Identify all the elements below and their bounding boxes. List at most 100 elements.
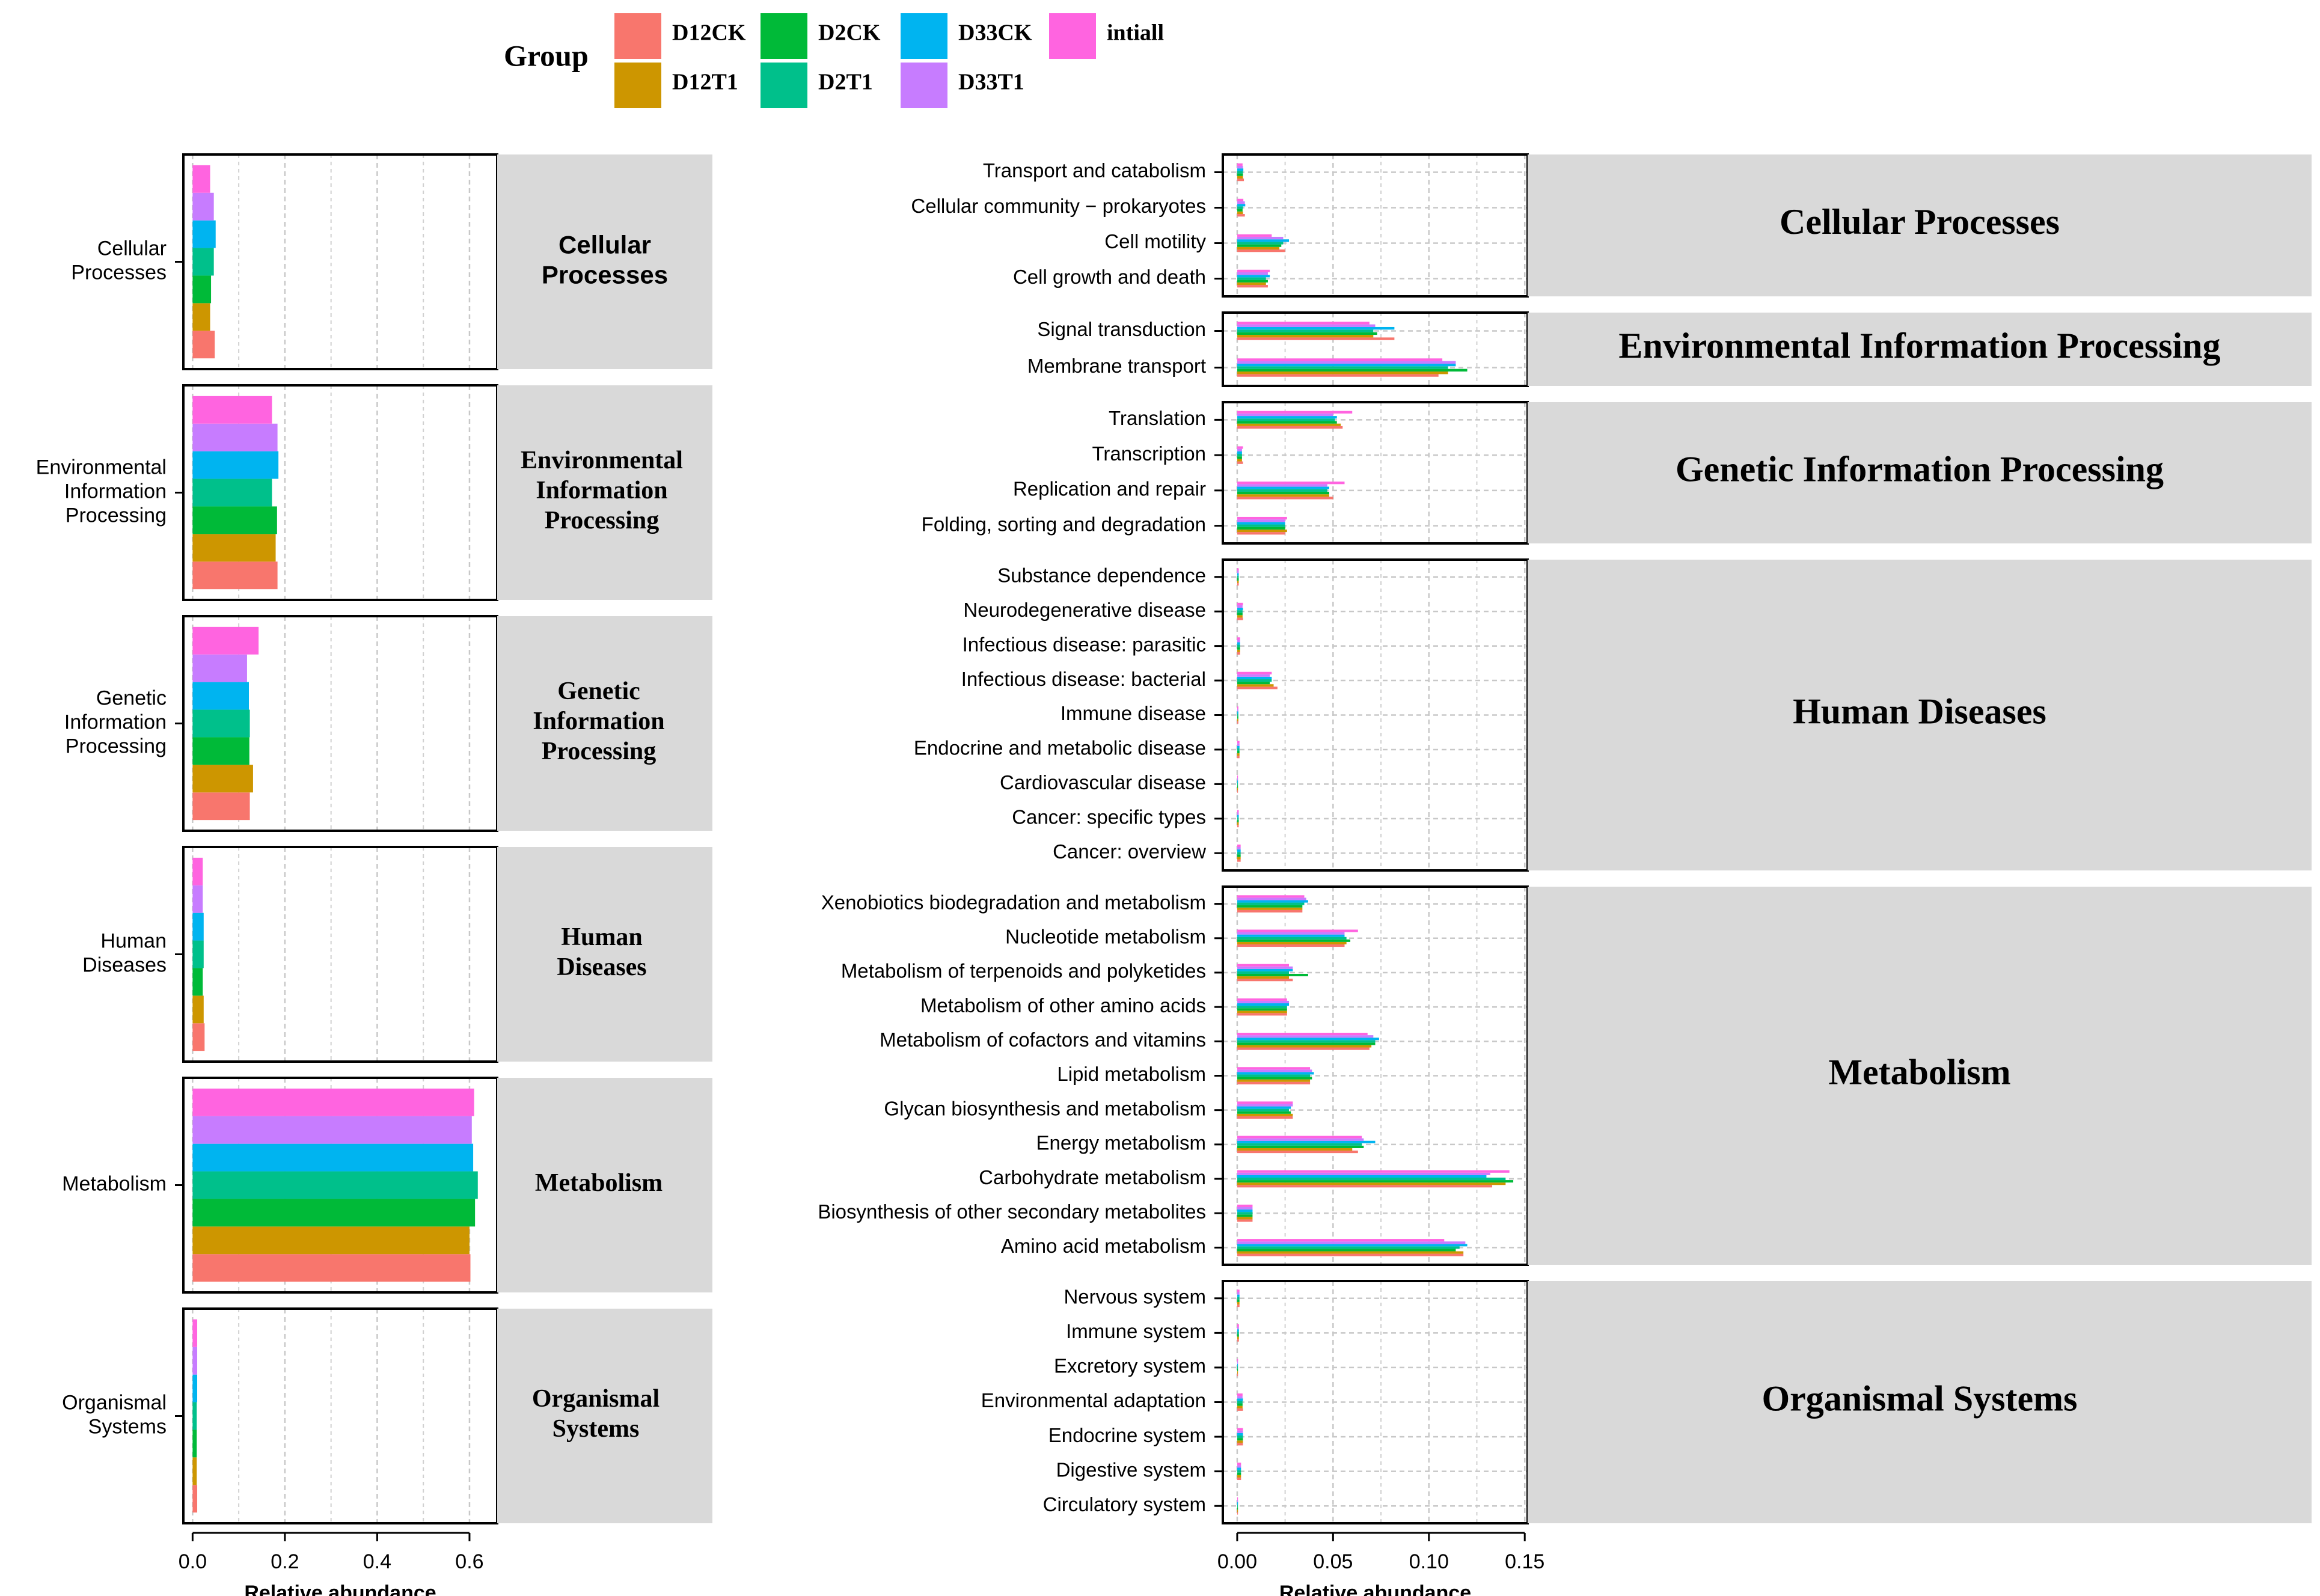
bar-d33t1: [1237, 674, 1270, 677]
category-metabolism: [192, 1088, 478, 1282]
facet-strip: [497, 154, 712, 369]
x-tick-label: 0.15: [1505, 1550, 1544, 1573]
bar-d2t1: [1237, 1505, 1238, 1508]
text-line: Metabolism of other amino acids: [920, 994, 1206, 1017]
y-tick-label: Cell growth and death: [1013, 266, 1206, 288]
bar-d33ck: [192, 1374, 198, 1402]
bar-d2ck: [1237, 750, 1240, 754]
bar-intiall: [1237, 998, 1287, 1001]
y-tick-label: Lipid metabolism: [1057, 1063, 1206, 1085]
bar-d33ck: [1237, 900, 1308, 903]
text-line: Environmental adaptation: [981, 1389, 1206, 1411]
bar-d33ck: [1237, 416, 1337, 419]
bar-d33t1: [1237, 272, 1268, 275]
bar-d2t1: [1237, 1246, 1460, 1249]
legend-key-d2t1: [761, 63, 807, 108]
category-infectious-disease-bacterial: [1237, 671, 1278, 689]
y-tick-label: Folding, sorting and degradation: [922, 513, 1206, 535]
bar-d33t1: [1237, 361, 1456, 364]
bar-intiall: [1237, 929, 1358, 932]
y-tick-label: Metabolism of other amino acids: [920, 994, 1206, 1017]
bar-d12ck: [192, 331, 215, 359]
bar-d33t1: [1237, 1069, 1312, 1072]
y-tick-label: Endocrine system: [1048, 1424, 1206, 1446]
category-substance-dependence: [1237, 568, 1239, 586]
y-tick-label: Carbohydrate metabolism: [979, 1166, 1206, 1188]
bar-d2t1: [1237, 679, 1272, 682]
bar-d12ck: [1237, 1013, 1287, 1016]
category-metabolism-of-cofactors-and-vitamins: [1237, 1033, 1379, 1050]
bar-d12t1: [1237, 787, 1238, 790]
bar-intiall: [1237, 1324, 1239, 1327]
facet-strip-label: Metabolism: [535, 1169, 663, 1197]
bar-intiall: [1237, 269, 1270, 272]
facet-panel-organismal-systems: Nervous system Immune system Excretory sys…: [981, 1280, 2312, 1524]
x-axis: 0.00 0.05 0.10 0.15 Relative abundance: [1217, 1532, 1544, 1596]
bar-d12ck: [1237, 1185, 1493, 1188]
x-tick-label: 0.0: [179, 1550, 207, 1573]
bar-intiall: [1237, 516, 1287, 520]
text-line: Excretory system: [1054, 1355, 1206, 1377]
bar-intiall: [1237, 411, 1353, 414]
bar-d33t1: [192, 654, 247, 682]
bar-d2t1: [1237, 454, 1242, 457]
facet-strip-label: Organismal Systems: [532, 1385, 660, 1443]
bar-intiall: [192, 1088, 474, 1116]
bar-d2t1: [1237, 1212, 1253, 1215]
y-tick-label: Immune system: [1066, 1320, 1206, 1342]
bar-d33ck: [1237, 1432, 1243, 1436]
bar-d12ck: [1237, 461, 1243, 464]
category-transcription: [1237, 446, 1243, 464]
category-nucleotide-metabolism: [1237, 929, 1358, 947]
y-tick-label: Transcription: [1092, 442, 1206, 465]
bar-d33t1: [1237, 1000, 1290, 1004]
text-line: Translation: [1109, 407, 1206, 429]
bar-intiall: [192, 396, 272, 424]
bar-d33t1: [1237, 1241, 1466, 1244]
category-cell-growth-and-death: [1237, 269, 1270, 288]
bar-d12ck: [1237, 285, 1268, 288]
legend-label-d2t1: D2T1: [818, 70, 873, 95]
bar-d2t1: [1237, 610, 1243, 613]
bar-d33t1: [1237, 1396, 1243, 1399]
text-line: Nucleotide metabolism: [1005, 925, 1206, 947]
y-tick-label: Cellular community − prokaryotes: [911, 195, 1206, 217]
category-endocrine-system: [1237, 1428, 1243, 1446]
bar-intiall: [1237, 1359, 1238, 1362]
text-line: Carbohydrate metabolism: [979, 1166, 1206, 1188]
facet-panel-human-diseases: Substance dependence Neurodegenerative di…: [914, 558, 2312, 872]
y-tick-label: Immune disease: [1061, 702, 1206, 724]
category-excretory-system: [1237, 1359, 1238, 1377]
bar-d33t1: [192, 1347, 198, 1375]
bar-d33ck: [1237, 204, 1246, 207]
y-tick-label: Neurodegenerative disease: [963, 599, 1206, 621]
bar-d33ck: [1237, 573, 1239, 576]
bar-d33t1: [1237, 1361, 1238, 1364]
bar-intiall: [1237, 1033, 1368, 1036]
category-lipid-metabolism: [1237, 1067, 1314, 1084]
category-glycan-biosynthesis-and-metabolism: [1237, 1101, 1293, 1119]
y-tick-label: Cell motility: [1104, 230, 1206, 252]
category-organismal-systems: [192, 1319, 198, 1513]
bar-d33ck: [1237, 451, 1242, 454]
bar-d2ck: [1237, 527, 1285, 530]
x-tick-label: 0.2: [271, 1550, 299, 1573]
bar-d12ck: [192, 561, 278, 590]
bar-d12t1: [1237, 1475, 1241, 1478]
bar-d33ck: [1237, 1502, 1238, 1505]
y-tick-label: Circulatory system: [1043, 1493, 1206, 1515]
facet-strip-label: Cellular Processes: [542, 231, 668, 289]
bar-d33ck: [1237, 1363, 1238, 1366]
y-tick-label: Translation: [1109, 407, 1206, 429]
bar-intiall: [192, 857, 203, 885]
y-tick-label: Biosynthesis of other secondary metaboli…: [818, 1200, 1206, 1223]
x-tick-label: 0.6: [455, 1550, 483, 1573]
bar-d33t1: [1237, 847, 1241, 850]
bar-d2t1: [192, 1402, 197, 1430]
facet-strip: [1528, 313, 2312, 386]
x-tick-label: 0.05: [1313, 1550, 1353, 1573]
text-line: Amino acid metabolism: [1001, 1235, 1206, 1257]
